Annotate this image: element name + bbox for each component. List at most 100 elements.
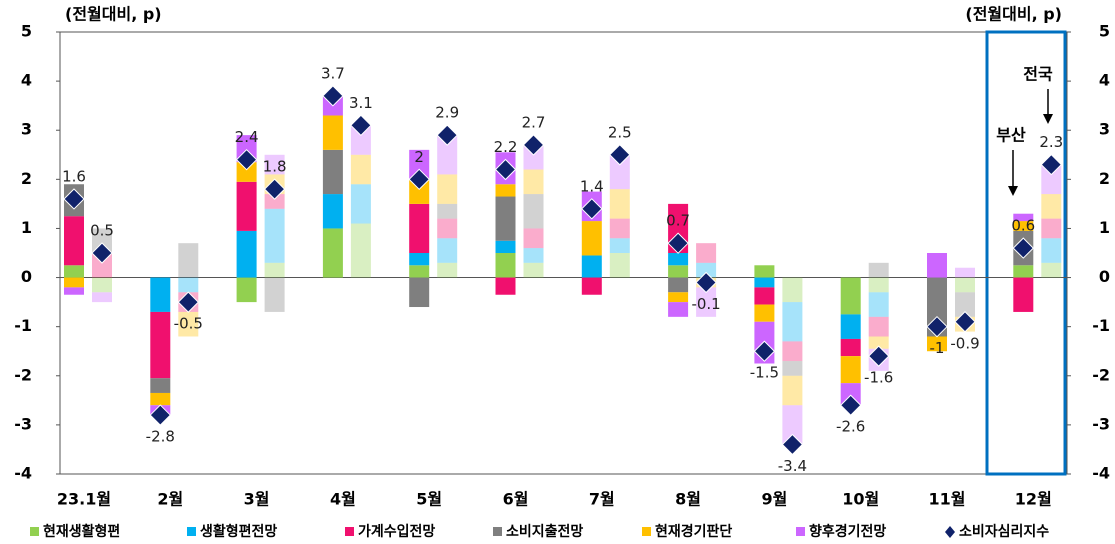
bar-segment (409, 203, 430, 253)
y2-tick-label: 3 (1099, 120, 1110, 139)
bar-segment (927, 336, 947, 352)
bar-segment (523, 144, 544, 170)
bar-segment (868, 262, 889, 278)
bar-segment (668, 265, 689, 278)
x-tick-label: 8월 (675, 490, 701, 509)
x-tick-label: 12월 (1015, 490, 1052, 509)
bar-segment (1013, 221, 1034, 231)
bar-segment (696, 262, 717, 278)
y2-tick-label: -3 (1092, 414, 1110, 433)
data-label: 0.5 (90, 222, 114, 240)
data-label: 2.2 (494, 138, 518, 156)
index-marker (867, 345, 890, 367)
x-tick-label: 2월 (157, 490, 183, 509)
legend-swatch (345, 527, 354, 536)
x-tick-label: 7월 (589, 490, 615, 509)
y-tick-label: 2 (21, 169, 32, 188)
x-tick-label: 23.1월 (57, 490, 111, 509)
bar-segment (236, 230, 257, 278)
data-label: 3.7 (321, 64, 345, 82)
bar-segment (1041, 194, 1062, 219)
data-label: 2 (414, 148, 424, 166)
y2-tick-label: 0 (1099, 267, 1110, 286)
legend-label: 현재생활형편 (43, 523, 120, 540)
bar-segment (840, 338, 861, 357)
bar-segment (1013, 265, 1034, 278)
bar-segment (437, 262, 458, 278)
legend-swatch (945, 526, 955, 538)
bar-segment (782, 277, 803, 303)
bar-segment (955, 292, 975, 317)
bar-segment (495, 253, 516, 278)
bar-segment (1041, 238, 1062, 263)
bar-segment (437, 203, 458, 219)
bar-segment (409, 179, 430, 204)
plot-frame (59, 31, 1068, 475)
legend-label: 현재경기판단 (655, 523, 732, 540)
bar-segment (523, 169, 544, 195)
bar-segment (178, 277, 199, 293)
bar-segment (754, 265, 775, 278)
bar-segment (840, 277, 861, 315)
bar-segment (264, 194, 285, 209)
y2-tick-label: 4 (1099, 71, 1110, 90)
bar-segment (523, 194, 544, 229)
index-marker (781, 433, 804, 456)
bar-segment (1013, 277, 1034, 312)
index-marker (609, 144, 631, 166)
bar-segment (495, 240, 516, 253)
bar-segment (782, 375, 803, 406)
bar-segment (1013, 213, 1034, 222)
bar-segment (264, 277, 285, 312)
legend-label: 소비자심리지수 (959, 524, 1049, 540)
bar-segment (322, 194, 343, 229)
x-tick-label: 6월 (503, 490, 529, 509)
index-marker (408, 168, 430, 191)
bar-segment (350, 125, 371, 155)
legend-swatch (642, 527, 651, 536)
bar-segment (264, 154, 285, 175)
bar-segment (150, 311, 171, 379)
bar-segment (236, 162, 257, 182)
bar-segment (754, 304, 775, 322)
bar-segment (264, 262, 285, 278)
bar-segment (350, 184, 371, 224)
bar-segment (409, 277, 430, 308)
highlight-box (985, 30, 1067, 476)
index-marker (839, 394, 862, 416)
bar-segment (754, 287, 775, 305)
index-marker (235, 148, 258, 171)
bar-segment (322, 115, 343, 150)
index-marker (149, 404, 172, 426)
bar-segment (668, 277, 689, 293)
arrow-head (1008, 186, 1018, 196)
bar-segment (581, 277, 602, 295)
y-tick-label: 5 (21, 22, 32, 41)
index-marker (63, 188, 85, 210)
x-tick-label: 9월 (761, 490, 787, 509)
annotation: 전국 (1023, 65, 1053, 84)
data-label: 0.7 (666, 212, 690, 230)
bar-segment (495, 277, 516, 295)
bar-segment (236, 277, 257, 303)
bar-segment (1041, 262, 1062, 278)
index-marker (263, 178, 286, 200)
data-label: -1.5 (750, 364, 779, 382)
x-tick-label: 11월 (929, 490, 966, 509)
bar-segment (868, 316, 889, 337)
bar-segment (754, 277, 775, 288)
index-marker (1012, 237, 1035, 259)
bar-segment (437, 218, 458, 239)
data-label: 0.6 (1011, 217, 1035, 235)
bar-segment (523, 228, 544, 249)
y2-tick-label: 1 (1099, 218, 1110, 237)
bar-segment (668, 292, 689, 303)
legend-swatch (187, 527, 196, 536)
bar-segment (92, 253, 112, 278)
bar-segment (495, 184, 516, 197)
bar-segment (782, 341, 803, 362)
index-marker (494, 158, 517, 181)
bar-segment (92, 292, 112, 303)
legend-swatch (30, 527, 39, 536)
index-marker (177, 291, 200, 313)
